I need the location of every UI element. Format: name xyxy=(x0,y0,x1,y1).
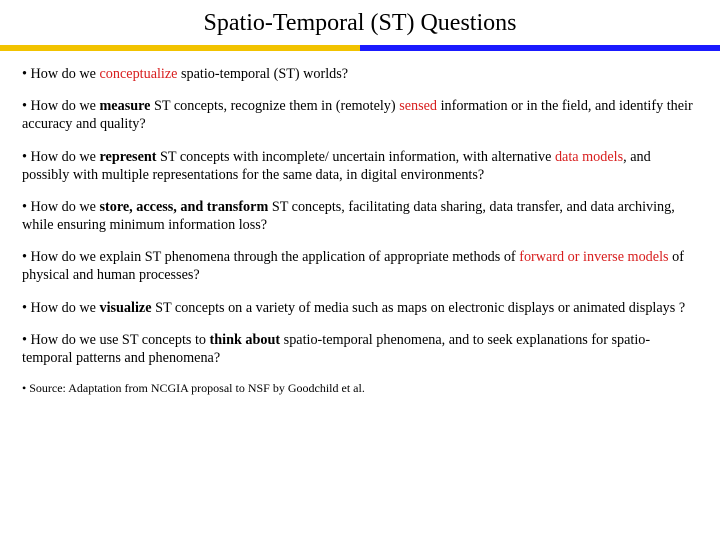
slide-title: Spatio-Temporal (ST) Questions xyxy=(0,10,720,37)
text-run: • How do we xyxy=(22,149,99,165)
bullet-item: • How do we measure ST concepts, recogni… xyxy=(22,97,698,133)
text-run: conceptualize xyxy=(99,66,177,82)
text-run: ST concepts with incomplete/ uncertain i… xyxy=(156,149,554,165)
text-run: ST concepts, recognize them in (remotely… xyxy=(150,98,399,114)
text-run: • How do we xyxy=(22,66,99,82)
text-run: think about xyxy=(210,332,281,348)
text-run: • How do we xyxy=(22,199,99,215)
title-divider xyxy=(0,45,720,51)
divider-left xyxy=(0,45,360,51)
slide-container: Spatio-Temporal (ST) Questions • How do … xyxy=(0,0,720,540)
text-run: • How do we explain ST phenomena through… xyxy=(22,249,519,265)
text-run: • How do we xyxy=(22,98,99,114)
bullet-item: • How do we store, access, and transform… xyxy=(22,198,698,234)
bullet-item: • How do we represent ST concepts with i… xyxy=(22,148,698,184)
text-run: sensed xyxy=(399,98,437,114)
bullet-item: • How do we explain ST phenomena through… xyxy=(22,248,698,284)
text-run: visualize xyxy=(99,300,151,316)
text-run: spatio-temporal (ST) worlds? xyxy=(177,66,348,82)
bullet-item: • Source: Adaptation from NCGIA proposal… xyxy=(22,381,698,396)
text-run: store, access, and transform xyxy=(99,199,268,215)
bullet-item: • How do we use ST concepts to think abo… xyxy=(22,331,698,367)
text-run: measure xyxy=(99,98,150,114)
text-run: • Source: Adaptation from NCGIA proposal… xyxy=(22,381,365,395)
content-area: • How do we conceptualize spatio-tempora… xyxy=(0,51,720,396)
bullet-item: • How do we conceptualize spatio-tempora… xyxy=(22,65,698,83)
text-run: represent xyxy=(99,149,156,165)
bullet-item: • How do we visualize ST concepts on a v… xyxy=(22,299,698,317)
text-run: data models xyxy=(555,149,623,165)
divider-right xyxy=(360,45,720,51)
text-run: ST concepts on a variety of media such a… xyxy=(152,300,686,316)
text-run: • How do we use ST concepts to xyxy=(22,332,210,348)
text-run: • How do we xyxy=(22,300,99,316)
text-run: forward or inverse models xyxy=(519,249,668,265)
